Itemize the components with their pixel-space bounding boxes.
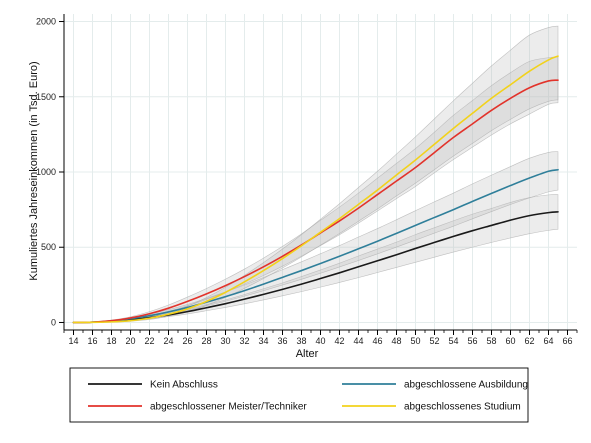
x-tick-label: 16	[87, 336, 97, 346]
x-tick-label: 66	[562, 336, 572, 346]
legend-label-2: abgeschlossene Ausbildung	[404, 380, 528, 391]
x-tick-label: 46	[372, 336, 382, 346]
y-tick-label: 500	[41, 242, 56, 252]
x-tick-label: 28	[201, 336, 211, 346]
x-tick-label: 48	[391, 336, 401, 346]
y-tick-label: 1000	[36, 167, 56, 177]
x-tick-label: 36	[277, 336, 287, 346]
series-lines	[72, 55, 559, 324]
x-tick-label: 40	[315, 336, 325, 346]
x-tick-label: 34	[258, 336, 268, 346]
x-tick-label: 64	[543, 336, 553, 346]
x-tick-label: 24	[163, 336, 173, 346]
legend-label-4: abgeschlossenes Studium	[404, 402, 521, 413]
x-tick-label: 44	[353, 336, 363, 346]
y-axis-title: Kumuliertes Jahreseinkommen (in Tsd. Eur…	[28, 61, 40, 280]
x-tick-label: 26	[182, 336, 192, 346]
legend-box	[69, 367, 529, 423]
x-tick-label: 20	[125, 336, 135, 346]
y-tick-label: 2000	[36, 17, 56, 27]
x-tick-label: 38	[296, 336, 306, 346]
y-tick-label: 1500	[36, 92, 56, 102]
x-tick-label: 62	[524, 336, 534, 346]
x-tick-label: 56	[467, 336, 477, 346]
series-line-2	[72, 168, 559, 324]
confidence-band-2	[73, 151, 559, 323]
x-tick-label: 58	[486, 336, 496, 346]
legend: Kein Abschluss abgeschlossene Ausbildung a…	[69, 367, 529, 423]
x-tick-label: 50	[410, 336, 420, 346]
x-tick-label: 52	[429, 336, 439, 346]
x-axis-title: Alter	[296, 348, 319, 360]
y-axis-ticks: 0 500 1000 1500 2000	[36, 17, 64, 327]
x-tick-label: 54	[448, 336, 458, 346]
legend-label-1: Kein Abschluss	[150, 380, 218, 391]
series-line-4	[72, 55, 559, 324]
x-tick-label: 42	[334, 336, 344, 346]
x-tick-label: 32	[239, 336, 249, 346]
x-tick-label: 22	[144, 336, 154, 346]
x-tick-label: 60	[505, 336, 515, 346]
legend-label-3: abgeschlossener Meister/Techniker	[150, 402, 307, 413]
x-tick-label: 18	[106, 336, 116, 346]
y-tick-label: 0	[51, 317, 56, 327]
x-axis-ticks: 14 16 18 20 22 24 26 28 30 32 34 36 38 40 42 44 46 48 50 52…	[63, 330, 578, 346]
x-tick-label: 14	[68, 336, 78, 346]
x-tick-label: 30	[220, 336, 230, 346]
